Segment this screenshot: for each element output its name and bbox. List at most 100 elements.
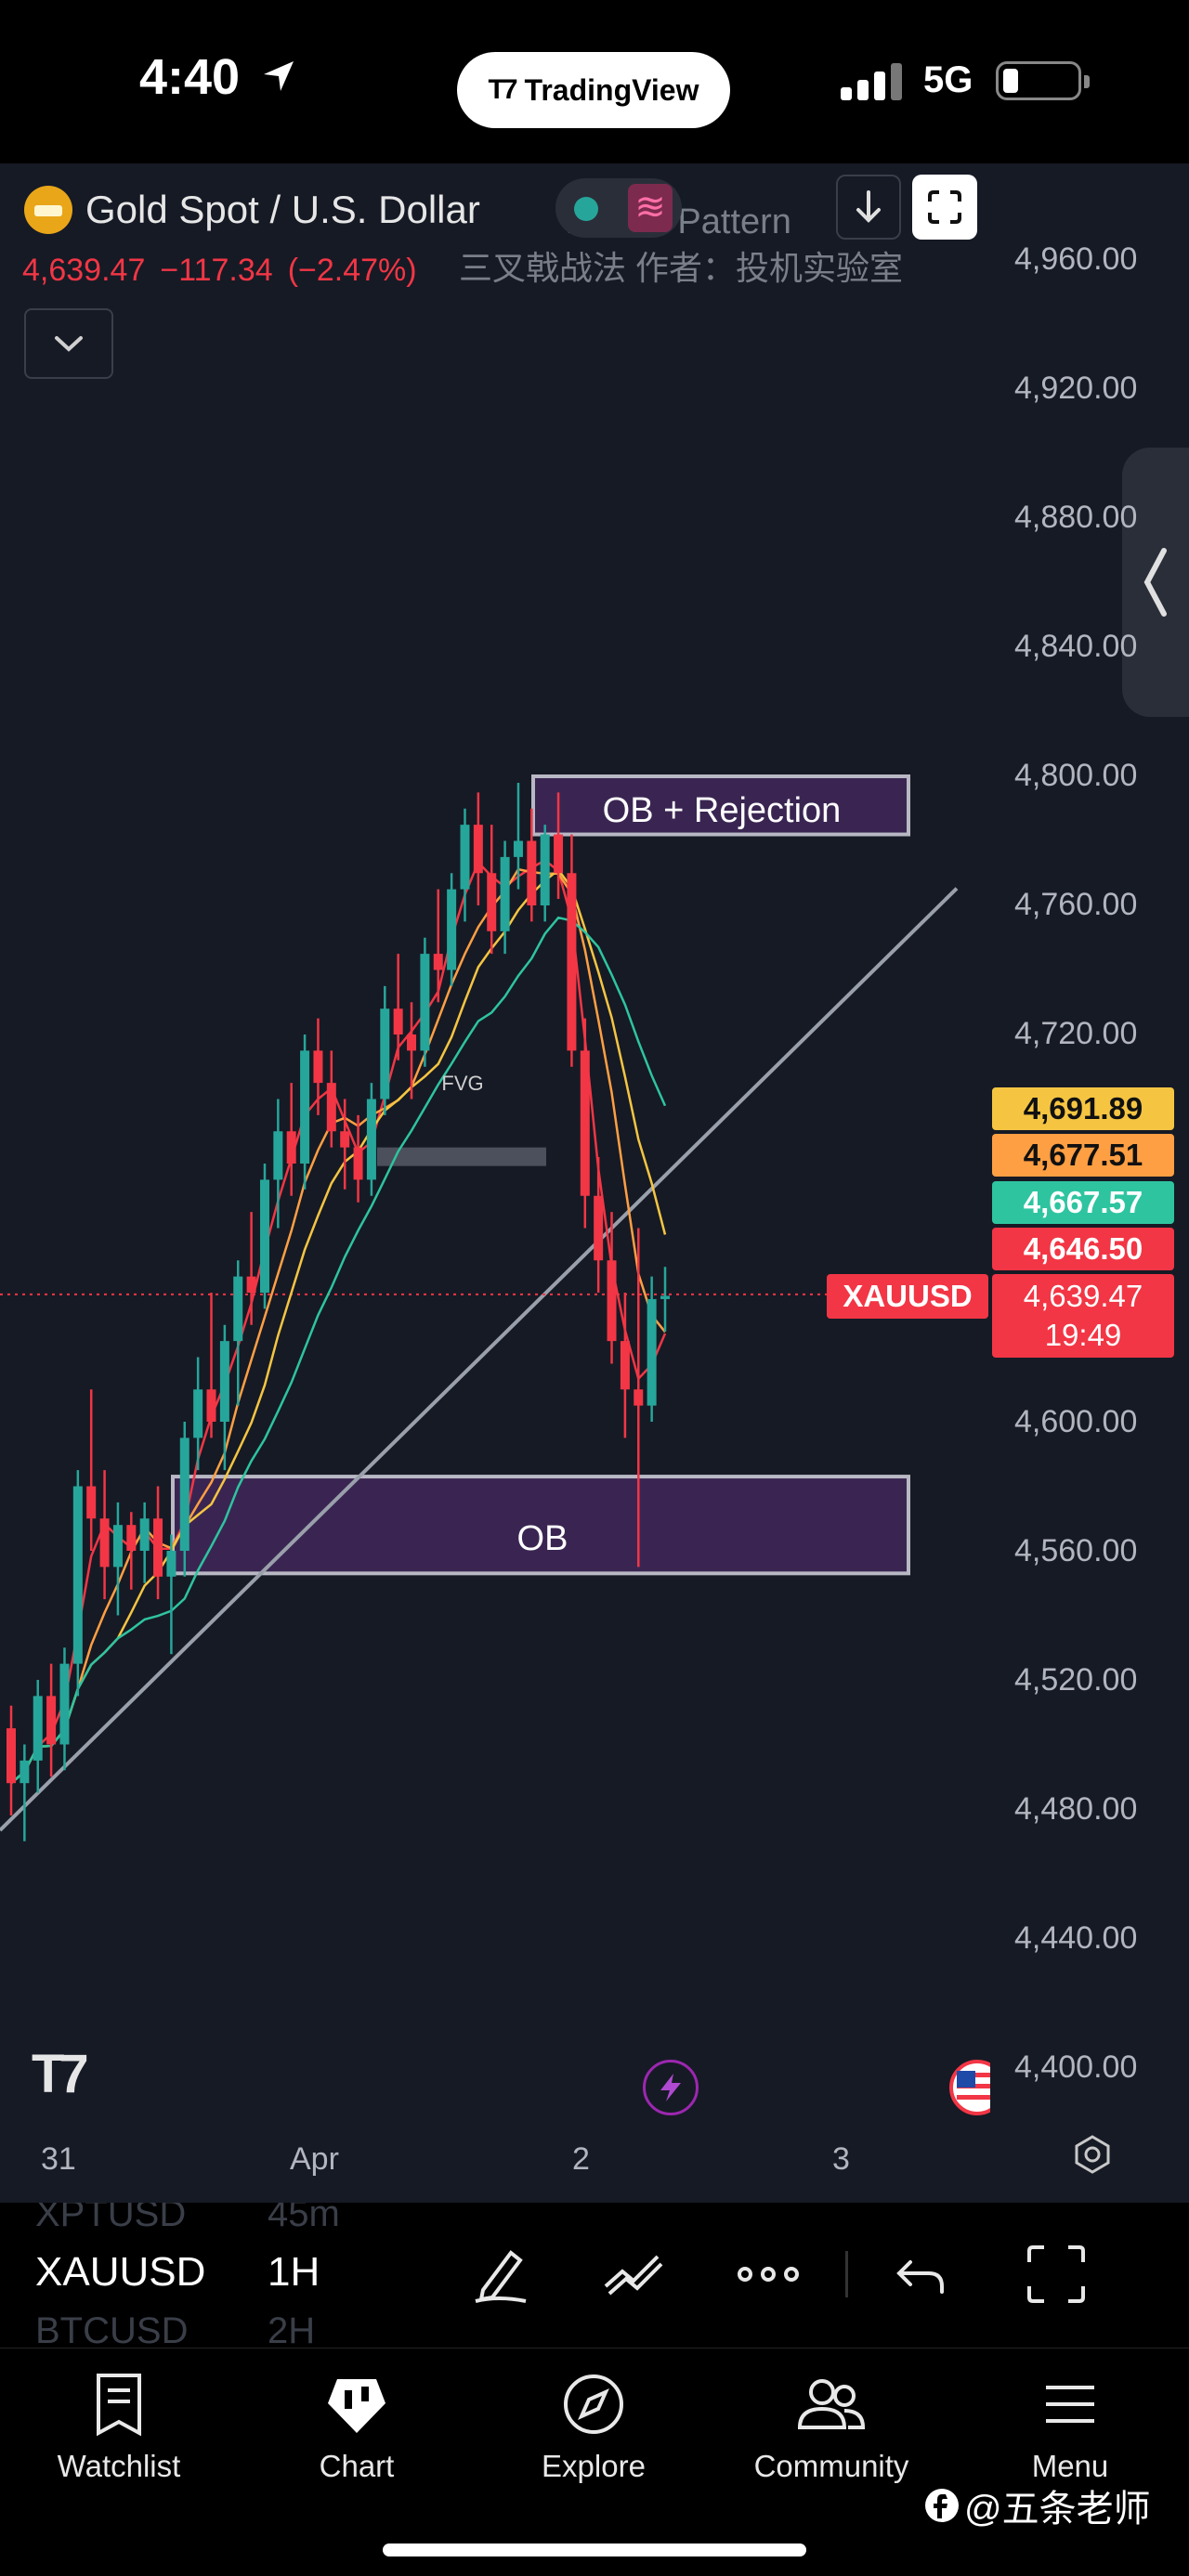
candle-body: [33, 1696, 43, 1761]
candle-body: [340, 1131, 350, 1148]
candle-body: [487, 873, 497, 931]
pen-drawing-icon[interactable]: [470, 2244, 531, 2305]
undo-icon[interactable]: [894, 2244, 949, 2305]
candle-body: [540, 834, 550, 905]
collapse-legend-button[interactable]: [24, 308, 113, 379]
chart-settings-icon[interactable]: [1072, 2134, 1113, 2175]
compass-icon: [564, 2374, 623, 2434]
tab-explore[interactable]: Explore: [501, 2367, 686, 2484]
candle-body: [393, 1008, 403, 1034]
ob-rejection-label: OB + Rejection: [602, 791, 842, 830]
price-change-line: 4,639.47 −117.34 (−2.47%): [22, 253, 432, 289]
price-chart[interactable]: [0, 163, 1189, 2203]
ghost-symbol-below: BTCUSD: [35, 2310, 189, 2348]
y-axis-label: 4,720.00: [1014, 1016, 1138, 1051]
app-pill[interactable]: T7 TradingView: [457, 52, 730, 128]
indicator-toggle[interactable]: ≋: [555, 178, 682, 238]
chevron-down-icon: [55, 336, 83, 352]
chart-toolbar: XPTUSD 45m BTCUSD 2H XAUUSD 1H: [0, 2203, 1189, 2348]
tradingview-watermark-icon: T7: [32, 2044, 89, 2104]
candle-body: [420, 954, 430, 1051]
candle-body: [86, 1486, 97, 1519]
candle-body: [259, 1179, 269, 1293]
chart-tab-icon: [328, 2379, 385, 2433]
candle-body: [219, 1341, 229, 1422]
clock-time: 4:40: [139, 49, 241, 105]
platform-logo-icon: [925, 2489, 959, 2522]
tab-menu[interactable]: Menu: [977, 2367, 1163, 2484]
candle-body: [246, 1276, 256, 1293]
candle-body: [286, 1131, 296, 1164]
app-pill-label: TradingView: [524, 72, 699, 107]
tab-watchlist[interactable]: Watchlist: [26, 2367, 212, 2484]
tab-community[interactable]: Community: [738, 2367, 924, 2484]
candle-body: [500, 856, 510, 931]
candle-body: [126, 1525, 137, 1551]
y-axis-label: 4,560.00: [1014, 1533, 1138, 1568]
y-axis-label: 4,400.00: [1014, 2049, 1138, 2085]
ghost-symbol-above: XPTUSD: [35, 2203, 187, 2234]
tab-chart[interactable]: Chart: [264, 2367, 450, 2484]
side-panel-handle[interactable]: [1122, 448, 1189, 717]
y-axis-label: 4,480.00: [1014, 1791, 1138, 1827]
candle-body: [166, 1551, 176, 1577]
interval-picker[interactable]: 1H: [268, 2249, 320, 2295]
candle-body: [473, 825, 483, 874]
current-price-tag: 4,639.47 19:49: [992, 1274, 1174, 1358]
us-flag-icon[interactable]: [949, 2060, 990, 2115]
candle-body: [7, 1728, 16, 1784]
symbol-header[interactable]: Gold Spot / U.S. Dollar: [24, 186, 480, 234]
bar-countdown: 19:49: [1044, 1318, 1122, 1352]
snapshot-button[interactable]: [912, 175, 977, 240]
toolbar-divider: [845, 2251, 848, 2297]
more-options-icon[interactable]: [736, 2244, 801, 2305]
price-change-pct: (−2.47%): [287, 253, 417, 288]
candle-body: [300, 1050, 310, 1164]
candle-body: [594, 1195, 604, 1261]
fvg-zone: [377, 1147, 546, 1166]
location-arrow-icon: [264, 61, 294, 91]
ghost-interval-below: 2H: [268, 2310, 316, 2348]
battery-icon: [996, 61, 1090, 100]
candle-body: [366, 1099, 376, 1180]
frame-icon: [928, 190, 961, 224]
fullscreen-icon[interactable]: [1026, 2244, 1087, 2305]
home-indicator[interactable]: [383, 2543, 806, 2556]
chart-pane[interactable]: Gold Spot / U.S. Dollar 4,639.47 −117.34 (…: [0, 163, 1189, 2203]
candle-body: [72, 1486, 83, 1664]
last-price: 4,639.47: [22, 253, 146, 288]
flash-icon[interactable]: [643, 2060, 699, 2115]
x-axis-label: 3: [832, 2141, 850, 2177]
order-block-zone: [171, 1475, 910, 1576]
trend-tools-icon[interactable]: [600, 2244, 667, 2305]
y-axis-label: 4,520.00: [1014, 1662, 1138, 1698]
tab-label: Community: [753, 2449, 909, 2483]
symbol-picker[interactable]: XAUUSD: [35, 2249, 206, 2295]
y-axis-label: 4,600.00: [1014, 1404, 1138, 1439]
x-axis-label: Apr: [290, 2141, 339, 2177]
candle-body: [353, 1147, 363, 1180]
candle-body: [634, 1389, 644, 1406]
ma-green-price-tag: 4,667.57: [992, 1181, 1174, 1224]
candle-body: [660, 1295, 670, 1299]
candle-body: [112, 1525, 123, 1568]
cellular-signal-icon: [841, 63, 902, 100]
moving-average-line: [10, 867, 666, 1785]
candle-body: [433, 954, 443, 970]
order-block-zone: [531, 774, 910, 837]
trendline: [0, 887, 959, 1832]
y-axis-label: 4,920.00: [1014, 371, 1138, 406]
candle-body: [407, 1034, 417, 1051]
candle-body: [447, 889, 457, 970]
watchlist-icon: [97, 2374, 141, 2437]
candle-body: [380, 1008, 390, 1099]
watermark-text: @五条老师: [964, 2489, 1151, 2530]
candle-body: [193, 1389, 203, 1438]
candle-body: [326, 1083, 336, 1132]
candle-body: [567, 873, 577, 1051]
fvg-label: FVG: [441, 1072, 484, 1095]
download-button[interactable]: [836, 175, 901, 240]
arrow-down-icon: [856, 190, 881, 223]
gold-icon: [24, 186, 72, 234]
candle-body: [46, 1696, 57, 1745]
